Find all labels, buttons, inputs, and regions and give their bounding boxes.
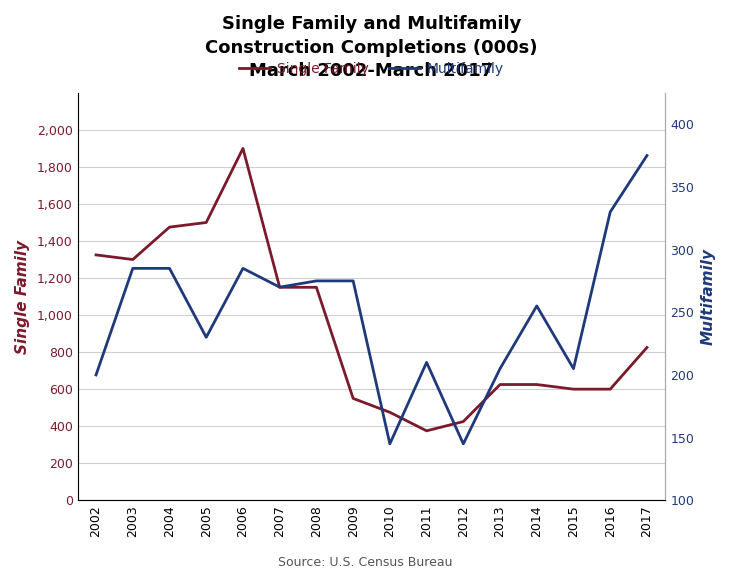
Multifamily [569,365,578,372]
Multifamily [606,209,615,216]
Multifamily [91,371,100,378]
Multifamily [276,283,284,290]
Single Family [569,386,578,393]
Single Family [165,224,174,231]
Single Family [349,395,357,402]
Single Family [459,418,468,425]
Line: Multifamily: Multifamily [96,156,647,444]
Single Family [532,381,541,388]
Multifamily [165,265,174,272]
Single Family [312,284,321,291]
Multifamily [238,265,247,272]
Single Family [496,381,504,388]
Y-axis label: Multifamily: Multifamily [701,248,716,345]
Legend: Single Family, Multifamily: Single Family, Multifamily [233,57,510,82]
Single Family [606,386,615,393]
Multifamily [459,440,468,447]
Title: Single Family and Multifamily
Construction Completions (000s)
March 2002-March 2: Single Family and Multifamily Constructi… [205,15,538,80]
Multifamily [202,334,211,341]
Y-axis label: Single Family: Single Family [15,240,30,354]
Single Family [423,427,431,434]
Multifamily [349,278,357,285]
Text: Source: U.S. Census Bureau: Source: U.S. Census Bureau [279,556,452,569]
Line: Single Family: Single Family [96,148,647,431]
Single Family [202,219,211,226]
Single Family [129,256,137,263]
Single Family [238,145,247,152]
Single Family [276,284,284,291]
Multifamily [532,302,541,309]
Multifamily [129,265,137,272]
Multifamily [643,152,651,159]
Single Family [91,251,100,258]
Multifamily [385,440,394,447]
Single Family [385,409,394,416]
Multifamily [496,365,504,372]
Multifamily [312,278,321,285]
Single Family [643,344,651,351]
Multifamily [423,359,431,366]
